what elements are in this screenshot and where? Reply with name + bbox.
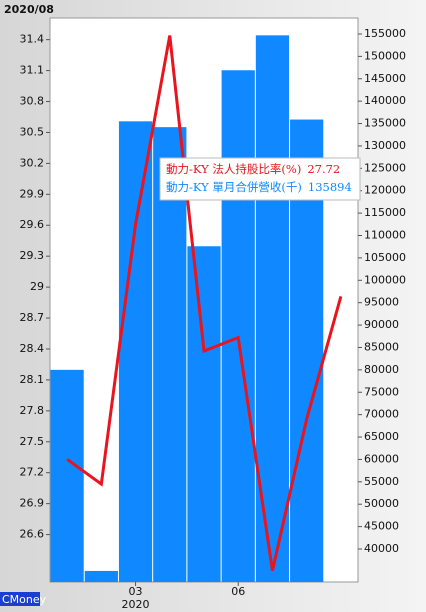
tooltip-row: 動力-KY 單月合併營收(千) 135894 bbox=[166, 180, 352, 194]
tooltip-name: 動力-KY 法人持股比率(%) bbox=[166, 162, 301, 176]
y-tick-label: 26.9 bbox=[20, 497, 45, 510]
y-tick-label: 30.5 bbox=[20, 125, 45, 138]
tooltip bbox=[159, 157, 361, 201]
y2-tick-label: 90000 bbox=[364, 318, 399, 331]
source-badge bbox=[0, 592, 40, 606]
y-tick-label: 29.9 bbox=[20, 187, 45, 200]
line bbox=[66, 35, 343, 571]
y2-tick-label: 70000 bbox=[364, 408, 399, 421]
y2-tick-label: 135000 bbox=[364, 117, 406, 130]
y2-tick-label: 100000 bbox=[364, 273, 406, 286]
bar bbox=[50, 369, 84, 582]
year-label: 2020 bbox=[122, 598, 150, 611]
y2-tick-label: 45000 bbox=[364, 520, 399, 533]
y2-tick-label: 125000 bbox=[364, 161, 406, 174]
y2-tick-label: 95000 bbox=[364, 296, 399, 309]
y-tick-label: 27.2 bbox=[20, 466, 45, 479]
bar bbox=[153, 127, 187, 583]
y2-tick-label: 50000 bbox=[364, 497, 399, 510]
y2-tick-label: 110000 bbox=[364, 229, 406, 242]
y2-tick-label: 150000 bbox=[364, 49, 406, 62]
bar bbox=[118, 121, 153, 582]
y-tick-label: 29 bbox=[30, 280, 44, 293]
header: 2020/08 bbox=[4, 3, 54, 16]
y-tick-label: 27.5 bbox=[20, 435, 45, 448]
y2-tick-label: 60000 bbox=[364, 452, 399, 465]
y2-tick-label: 40000 bbox=[364, 542, 399, 555]
x-tick-label: 06 bbox=[231, 585, 245, 598]
y-tick-label: 27.8 bbox=[20, 404, 45, 417]
y-tick-label: 28.1 bbox=[20, 373, 45, 386]
y2-tick-label: 140000 bbox=[364, 94, 406, 107]
y2-tick-label: 120000 bbox=[364, 184, 406, 197]
y2-tick-label: 155000 bbox=[364, 27, 406, 40]
y-tick-label: 31.4 bbox=[20, 33, 45, 46]
y2-tick-label: 65000 bbox=[364, 430, 399, 443]
y-tick-label: 31.1 bbox=[20, 64, 45, 77]
y2-tick-label: 85000 bbox=[364, 340, 399, 353]
tooltip-name: 動力-KY 單月合併營收(千) bbox=[166, 180, 302, 194]
y-tick-label: 30.8 bbox=[20, 95, 45, 108]
y-tick-label: 28.4 bbox=[20, 342, 45, 355]
bar bbox=[221, 70, 255, 583]
y2-tick-label: 80000 bbox=[364, 363, 399, 376]
bar bbox=[187, 246, 221, 582]
y2-tick-label: 130000 bbox=[364, 139, 406, 152]
y-tick-label: 29.6 bbox=[20, 218, 45, 231]
y2-tick-label: 115000 bbox=[364, 206, 406, 219]
bar bbox=[84, 570, 118, 582]
y-tick-label: 29.3 bbox=[20, 249, 45, 262]
tooltip-value: 27.72 bbox=[307, 162, 340, 176]
tooltip-value: 135894 bbox=[308, 180, 352, 194]
tooltip-row: 動力-KY 法人持股比率(%) 27.72 bbox=[166, 162, 340, 176]
x-tick-label: 03 bbox=[129, 585, 143, 598]
y-tick-label: 26.6 bbox=[20, 528, 45, 541]
y2-tick-label: 105000 bbox=[364, 251, 406, 264]
y2-tick-label: 55000 bbox=[364, 475, 399, 488]
y-tick-label: 30.2 bbox=[20, 156, 45, 169]
y2-tick-label: 75000 bbox=[364, 385, 399, 398]
y2-tick-label: 145000 bbox=[364, 72, 406, 85]
source: CMoney bbox=[2, 593, 47, 606]
y-tick-label: 28.7 bbox=[20, 311, 45, 324]
